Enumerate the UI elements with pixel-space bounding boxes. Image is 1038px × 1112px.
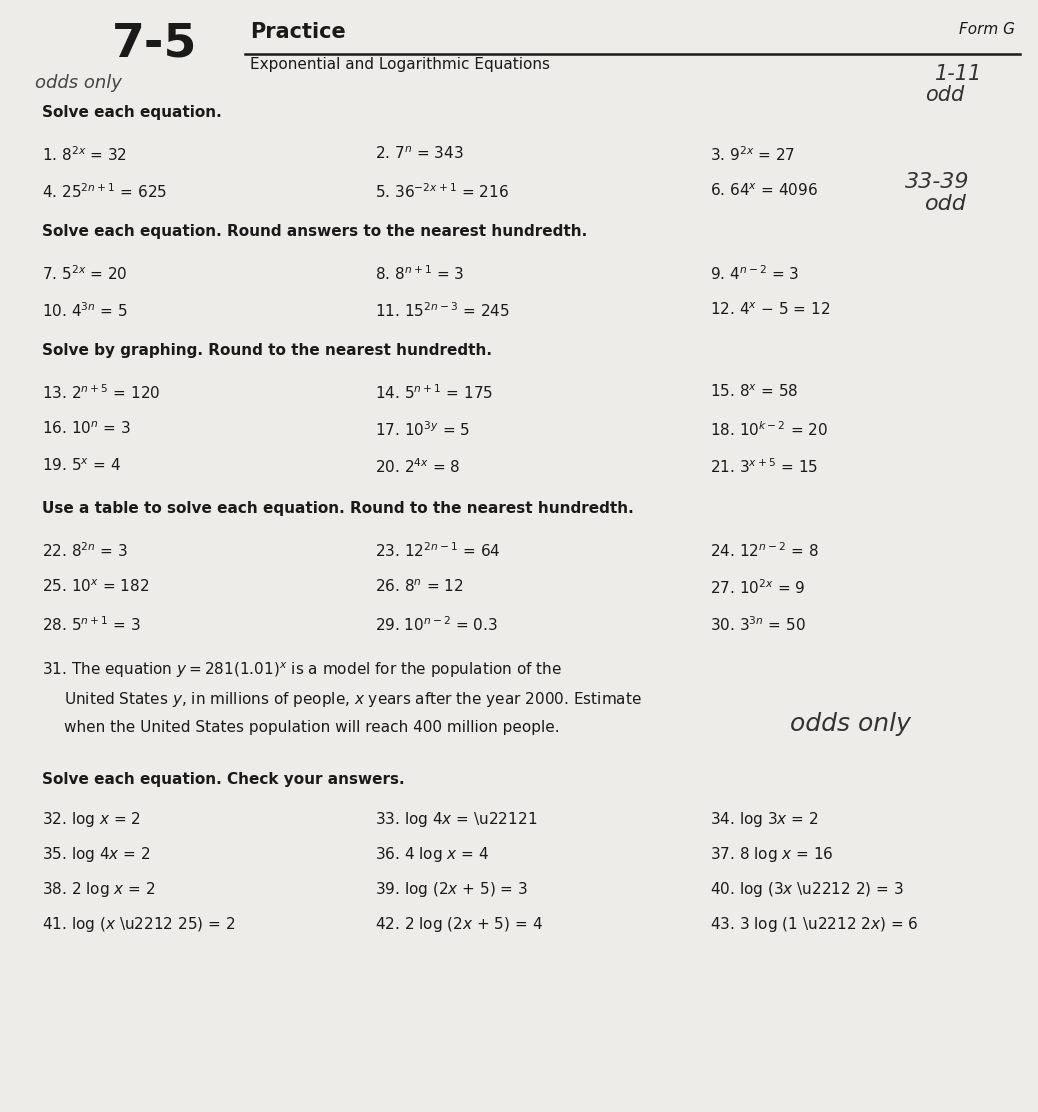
Text: Practice: Practice [250, 22, 346, 42]
Text: Solve by graphing. Round to the nearest hundredth.: Solve by graphing. Round to the nearest … [42, 342, 492, 358]
Text: 36. 4 log $x$ = 4: 36. 4 log $x$ = 4 [375, 845, 489, 864]
Text: United States $y$, in millions of people, $x$ years after the year 2000. Estimat: United States $y$, in millions of people… [64, 691, 641, 709]
Text: 26. $8^n$ = 12: 26. $8^n$ = 12 [375, 578, 464, 595]
Text: Use a table to solve each equation. Round to the nearest hundredth.: Use a table to solve each equation. Roun… [42, 502, 634, 516]
Text: 34. log 3$x$ = 2: 34. log 3$x$ = 2 [710, 810, 819, 830]
Text: 6. $64^x$ = 4096: 6. $64^x$ = 4096 [710, 182, 818, 199]
Text: 41. log ($x$ \u2212 25) = 2: 41. log ($x$ \u2212 25) = 2 [42, 915, 236, 934]
Text: 5. $36^{-2x+1}$ = 216: 5. $36^{-2x+1}$ = 216 [375, 182, 509, 200]
Text: 7-5: 7-5 [112, 22, 197, 67]
Text: 27. $10^{2x}$ = 9: 27. $10^{2x}$ = 9 [710, 578, 805, 597]
Text: 1. $8^{2x}$ = 32: 1. $8^{2x}$ = 32 [42, 145, 127, 163]
Text: 3. $9^{2x}$ = 27: 3. $9^{2x}$ = 27 [710, 145, 795, 163]
Text: 22. $8^{2n}$ = 3: 22. $8^{2n}$ = 3 [42, 542, 128, 559]
Text: 17. $10^{3y}$ = 5: 17. $10^{3y}$ = 5 [375, 420, 470, 439]
Text: 42. 2 log (2$x$ + 5) = 4: 42. 2 log (2$x$ + 5) = 4 [375, 915, 543, 934]
Text: 35. log 4$x$ = 2: 35. log 4$x$ = 2 [42, 845, 151, 864]
Text: 24. $12^{n-2}$ = 8: 24. $12^{n-2}$ = 8 [710, 542, 819, 559]
Text: 21. $3^{x+5}$ = 15: 21. $3^{x+5}$ = 15 [710, 457, 818, 476]
Text: 28. $5^{n+1}$ = 3: 28. $5^{n+1}$ = 3 [42, 615, 141, 634]
Text: odds only: odds only [790, 712, 911, 736]
Text: 8. $8^{n+1}$ = 3: 8. $8^{n+1}$ = 3 [375, 264, 464, 282]
Text: 11. $15^{2n-3}$ = 245: 11. $15^{2n-3}$ = 245 [375, 301, 510, 319]
Text: 20. $2^{4x}$ = 8: 20. $2^{4x}$ = 8 [375, 457, 461, 476]
Text: 25. $10^x$ = 182: 25. $10^x$ = 182 [42, 578, 149, 595]
Text: 39. log (2$x$ + 5) = 3: 39. log (2$x$ + 5) = 3 [375, 880, 528, 898]
Text: 23. $12^{2n-1}$ = 64: 23. $12^{2n-1}$ = 64 [375, 542, 500, 559]
Text: when the United States population will reach 400 million people.: when the United States population will r… [64, 719, 559, 735]
Text: 10. $4^{3n}$ = 5: 10. $4^{3n}$ = 5 [42, 301, 128, 319]
Text: odd: odd [925, 85, 964, 105]
Text: odds only: odds only [35, 75, 121, 92]
Text: Form G: Form G [959, 22, 1015, 37]
Text: 37. 8 log $x$ = 16: 37. 8 log $x$ = 16 [710, 845, 834, 864]
Text: 19. $5^x$ = 4: 19. $5^x$ = 4 [42, 457, 121, 474]
Text: Solve each equation. Check your answers.: Solve each equation. Check your answers. [42, 772, 405, 787]
Text: 43. 3 log (1 \u2212 2$x$) = 6: 43. 3 log (1 \u2212 2$x$) = 6 [710, 915, 919, 934]
Text: 40. log (3$x$ \u2212 2) = 3: 40. log (3$x$ \u2212 2) = 3 [710, 880, 904, 898]
Text: 29. $10^{n-2}$ = 0.3: 29. $10^{n-2}$ = 0.3 [375, 615, 498, 634]
Text: Solve each equation. Round answers to the nearest hundredth.: Solve each equation. Round answers to th… [42, 224, 588, 239]
Text: odd: odd [925, 193, 966, 214]
Text: 14. $5^{n+1}$ = 175: 14. $5^{n+1}$ = 175 [375, 383, 493, 401]
Text: 7. $5^{2x}$ = 20: 7. $5^{2x}$ = 20 [42, 264, 128, 282]
Text: 32. log $x$ = 2: 32. log $x$ = 2 [42, 810, 141, 830]
Text: 31. The equation $y = 281(1.01)^x$ is a model for the population of the: 31. The equation $y = 281(1.01)^x$ is a … [42, 661, 562, 679]
Text: 30. $3^{3n}$ = 50: 30. $3^{3n}$ = 50 [710, 615, 805, 634]
Text: 4. $25^{2n+1}$ = 625: 4. $25^{2n+1}$ = 625 [42, 182, 167, 200]
Text: 9. $4^{n-2}$ = 3: 9. $4^{n-2}$ = 3 [710, 264, 799, 282]
Text: 38. 2 log $x$ = 2: 38. 2 log $x$ = 2 [42, 880, 156, 898]
Text: 33. log 4$x$ = \u22121: 33. log 4$x$ = \u22121 [375, 810, 538, 830]
Text: 13. $2^{n+5}$ = 120: 13. $2^{n+5}$ = 120 [42, 383, 161, 401]
Text: Solve each equation.: Solve each equation. [42, 105, 222, 120]
Text: 2. $7^n$ = 343: 2. $7^n$ = 343 [375, 145, 464, 161]
Text: 16. $10^n$ = 3: 16. $10^n$ = 3 [42, 420, 131, 437]
Text: Exponential and Logarithmic Equations: Exponential and Logarithmic Equations [250, 57, 550, 72]
Text: 12. $4^x$ $-$ 5 = 12: 12. $4^x$ $-$ 5 = 12 [710, 301, 830, 318]
Text: 1-11: 1-11 [935, 64, 982, 85]
Text: 15. $8^x$ = 58: 15. $8^x$ = 58 [710, 383, 798, 399]
Text: 18. $10^{k-2}$ = 20: 18. $10^{k-2}$ = 20 [710, 420, 828, 439]
Text: 33-39: 33-39 [905, 172, 969, 192]
